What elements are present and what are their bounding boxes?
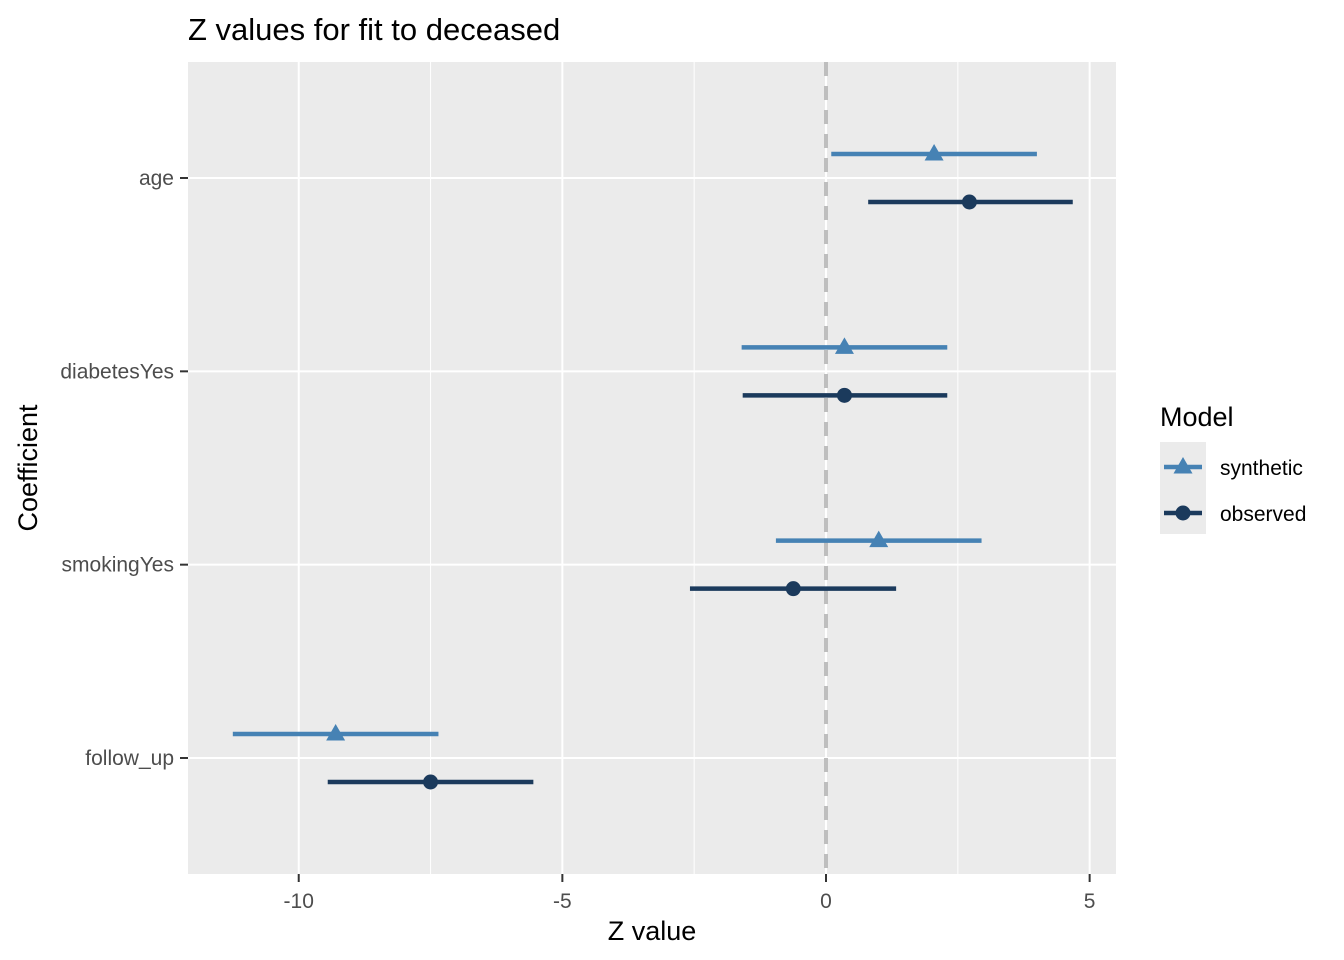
plot-panel — [188, 62, 1116, 874]
legend-title: Model — [1160, 402, 1234, 432]
point-synthetic-age — [924, 144, 944, 161]
x-tick-label: 0 — [820, 890, 832, 913]
x-axis-title: Z value — [608, 916, 697, 946]
point-synthetic-diabetesyes — [834, 337, 854, 354]
y-tick-label-smokingyes: smokingYes — [62, 554, 174, 577]
point-observed-follow-up — [423, 774, 439, 790]
legend-key-marker-synthetic — [1173, 457, 1193, 474]
series-synthetic — [232, 144, 1037, 741]
legend: Model synthetic observed — [1160, 402, 1306, 534]
x-tick-label: -5 — [553, 890, 572, 913]
series-observed — [327, 194, 1073, 790]
point-synthetic-smokingyes — [869, 530, 889, 548]
series-layer — [232, 144, 1073, 790]
x-tick-label: 5 — [1084, 890, 1096, 913]
point-observed-diabetesyes — [836, 387, 852, 403]
y-tick-label-diabetesyes: diabetesYes — [60, 360, 174, 383]
point-synthetic-follow-up — [326, 724, 346, 741]
legend-label-synthetic: synthetic — [1220, 457, 1303, 480]
y-tick-label-age: age — [139, 167, 174, 190]
chart-title: Z values for fit to deceased — [188, 12, 560, 47]
axis-layer: -10 -5 0 5 age diabetesYes smokingYes follow_up — [60, 167, 1095, 913]
legend-key-marker-observed — [1175, 505, 1191, 521]
y-tick-label-follow-up: follow_up — [85, 747, 174, 770]
y-axis-title: Coefficient — [13, 404, 43, 532]
grid-layer — [188, 62, 1116, 874]
legend-label-observed: observed — [1220, 503, 1306, 526]
point-observed-age — [961, 194, 977, 210]
point-observed-smokingyes — [785, 581, 801, 597]
x-tick-label: -10 — [284, 890, 314, 913]
